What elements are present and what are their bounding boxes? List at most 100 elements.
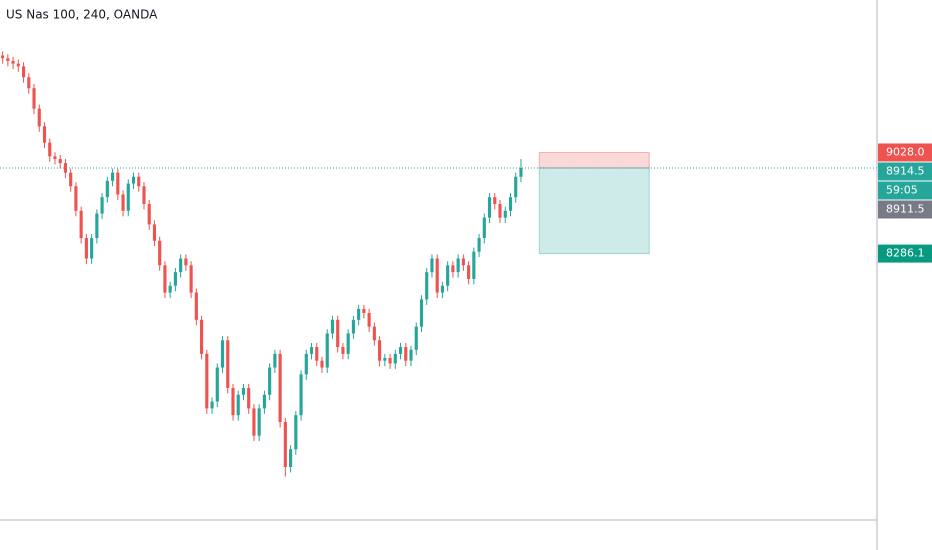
candle-body [100,197,104,214]
candle-body [482,217,486,239]
price-label-bg [878,200,932,219]
candle-body [110,172,115,181]
candle-body [210,401,214,409]
candle-body [320,360,324,368]
candle-body [409,349,413,361]
price-label: 9028.0 [886,145,925,158]
chart-title: US Nas 100, 240, OANDA [6,8,158,22]
candle-body [414,326,418,350]
candle-body [351,319,355,334]
candle-body [289,449,293,467]
candle-body [74,186,78,211]
candle-body [84,238,88,259]
candle-body [493,197,497,204]
candle-body [467,265,471,279]
candle-body [42,126,47,143]
candle-body [257,408,261,436]
candle-body [487,197,492,218]
candle-body [299,374,303,416]
candle-body [477,238,481,252]
candle-body [508,197,513,211]
candle-body [247,387,251,409]
candle-body [194,292,198,320]
candle-body [372,326,376,341]
stop-zone [538,151,650,169]
candle-body [461,258,465,266]
candle-body [189,265,193,293]
candle-body [137,176,141,187]
candle-body [205,353,209,409]
candle-body [451,265,455,273]
price-label: 59:05 [886,183,918,196]
candle-body [147,203,151,225]
price-label-bg [878,143,932,162]
price-label-bg [878,244,932,263]
candle-body [472,251,476,279]
candle-body [262,394,266,409]
candle-body [404,347,408,361]
candle-body [163,265,167,293]
candle-body [273,353,277,368]
candle-body [21,66,26,78]
candle-body [393,353,397,364]
candle-body [58,159,62,164]
candle-body [357,308,361,320]
candle-body [79,210,83,239]
candle-body [425,272,429,300]
candle-body [362,308,366,314]
candle-body [519,167,523,177]
candle-body [378,340,382,361]
candle-body [435,258,439,293]
candle-body [11,60,15,64]
candle-body [200,319,204,354]
candle-body [236,394,240,416]
target-zone [538,167,650,255]
candle-body [231,387,235,416]
price-label: 8286.1 [886,247,925,260]
candle-body [173,272,177,286]
candle-body [294,415,298,450]
candle-body [32,88,36,109]
candle-body [152,224,157,241]
candle-body [325,333,329,368]
candle-body [336,319,340,348]
candle-body [503,210,507,218]
candle-body [16,63,20,67]
price-label: 8911.5 [886,202,925,215]
candle-body [315,347,319,361]
candle-body [63,163,68,173]
candle-body [226,340,230,388]
candle-body [48,142,52,157]
candle-body [446,265,450,286]
candle-body [430,258,434,273]
candle-body [69,172,73,187]
candle-body [142,186,146,204]
candle-body [27,77,31,89]
price-label-bg [878,162,932,181]
candle-body [346,333,350,354]
candle-body [53,156,57,160]
price-label: 8914.5 [886,164,925,177]
candle-body [398,347,403,354]
candle-body [341,347,345,354]
candle-body [184,258,188,266]
candle-body [304,353,308,375]
candle-body [95,213,99,239]
candle-body [126,183,130,211]
candle-body [278,353,282,423]
candle-body [116,172,120,195]
candle-body [131,176,136,184]
candle-body [283,422,287,467]
price-label-bg [878,181,932,200]
candle-body [1,55,5,59]
candle-body [309,347,314,354]
candle-body [158,240,162,266]
candle-body [179,258,183,273]
candle-body [105,180,109,198]
candle-body [268,367,272,395]
candle-body [440,285,444,293]
candle-body [498,203,502,218]
candle-body [252,408,256,436]
